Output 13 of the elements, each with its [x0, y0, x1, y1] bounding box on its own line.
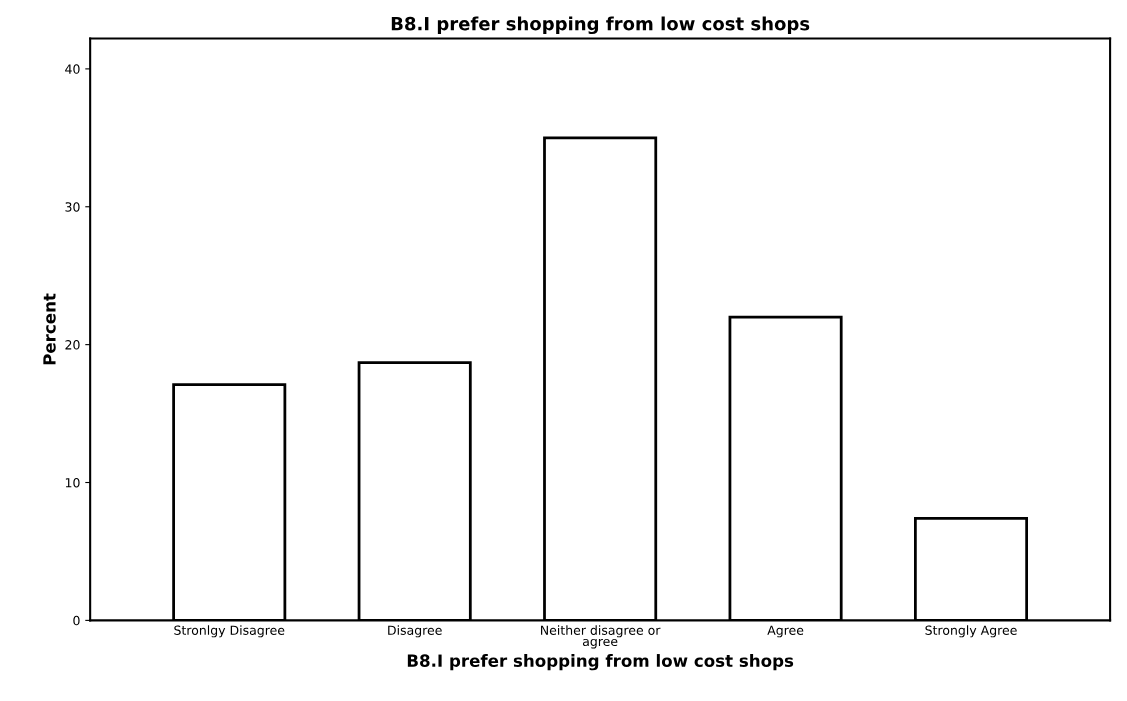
y-tick-label: 10	[65, 477, 80, 488]
chart-title: B8.I prefer shopping from low cost shops	[391, 16, 810, 35]
y-tick-label: 20	[65, 340, 80, 350]
y-tick-label: 40	[65, 64, 80, 74]
y-tick-label: 30	[65, 202, 80, 212]
y-tick-label: 0	[73, 615, 80, 626]
x-tick-label: Agree	[767, 625, 804, 638]
x-tick-label: Disagree	[388, 625, 442, 638]
x-tick-label: Stronlgy Disagree	[174, 625, 285, 638]
x-tick-label: Strongly Agree	[925, 625, 1017, 638]
x-tick-label: Neither disagree or agree	[541, 625, 661, 649]
y-axis-title: Percent	[43, 293, 56, 365]
x-axis-title: B8.I prefer shopping from low cost shops	[407, 654, 794, 671]
